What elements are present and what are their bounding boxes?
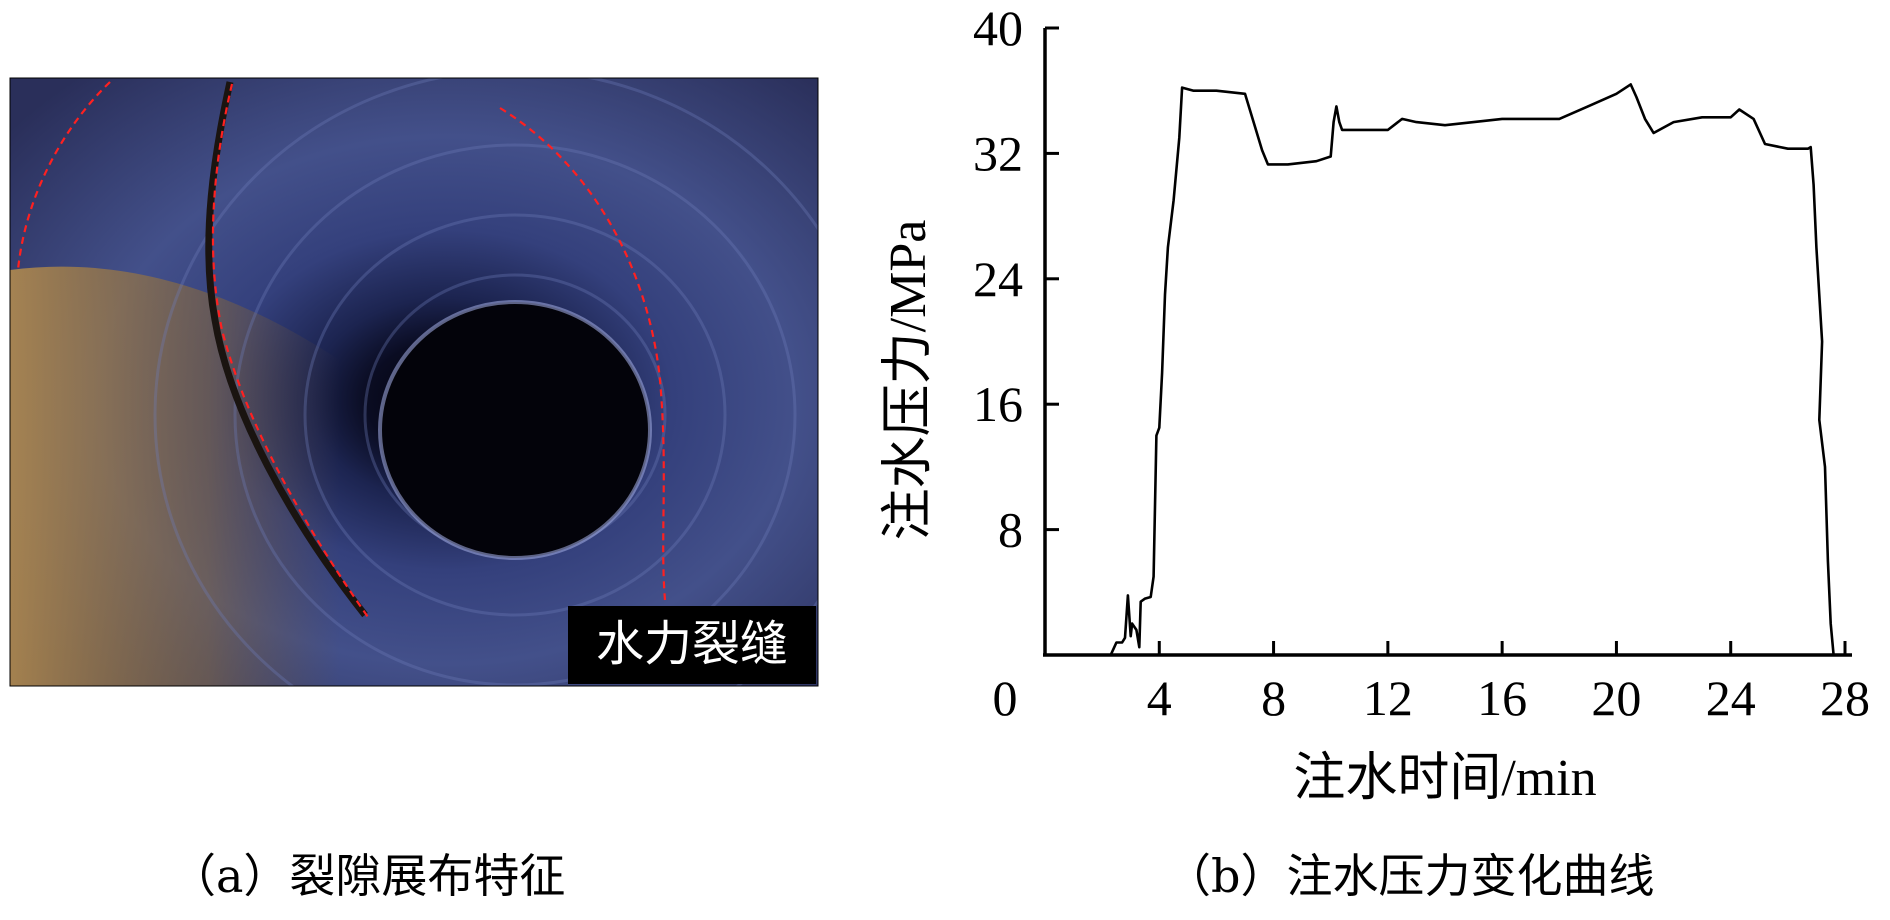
- borehole-photo: 水力裂缝: [10, 78, 818, 686]
- fracture-trace-left: [16, 81, 111, 271]
- x-tick-label: 28: [1820, 670, 1870, 726]
- x-ticks: 0 4 8 12 16 20 24 28: [993, 641, 1870, 726]
- x-axis: 0 4 8 12 16 20 24 28 注水时间/min: [993, 641, 1870, 807]
- pressure-chart: 8 16 24 32 40 注水压力/MPa 0 4 8 12 16 20 24 28 注水时间/mi…: [880, 0, 1870, 807]
- fracture-trace-middle: [211, 83, 371, 621]
- photo-brown-wall: [10, 266, 560, 686]
- photo-border: [9, 77, 819, 687]
- y-tick-label: 32: [973, 125, 1023, 181]
- x-tick-label: 4: [1147, 670, 1172, 726]
- y-ticks: 8 16 24 32 40: [973, 0, 1059, 558]
- fracture-dark-crack: [205, 81, 368, 618]
- borehole-core: [378, 300, 652, 560]
- caption-b: （b）注水压力变化曲线: [1165, 849, 1655, 903]
- y-tick-label: 8: [998, 502, 1023, 558]
- photo-label-box: [568, 606, 816, 684]
- pressure-series-line: [1109, 83, 1835, 656]
- y-tick-label: 40: [973, 0, 1023, 56]
- x-tick-label: 24: [1706, 670, 1756, 726]
- y-axis-label: 注水压力/MPa: [880, 220, 937, 541]
- y-axis: 8 16 24 32 40 注水压力/MPa: [880, 0, 1059, 655]
- x-axis-label: 注水时间/min: [1293, 750, 1596, 807]
- x-tick-label: 0: [993, 670, 1018, 726]
- x-tick-label: 20: [1591, 670, 1641, 726]
- caption-a: （a）裂隙展布特征: [170, 849, 566, 903]
- x-tick-label: 8: [1261, 670, 1286, 726]
- y-tick-label: 16: [973, 376, 1023, 432]
- x-tick-label: 12: [1363, 670, 1413, 726]
- x-tick-label: 16: [1477, 670, 1527, 726]
- fracture-traces: [16, 81, 667, 621]
- y-tick-label: 24: [973, 251, 1023, 307]
- photo-overlay-label: 水力裂缝: [596, 618, 788, 671]
